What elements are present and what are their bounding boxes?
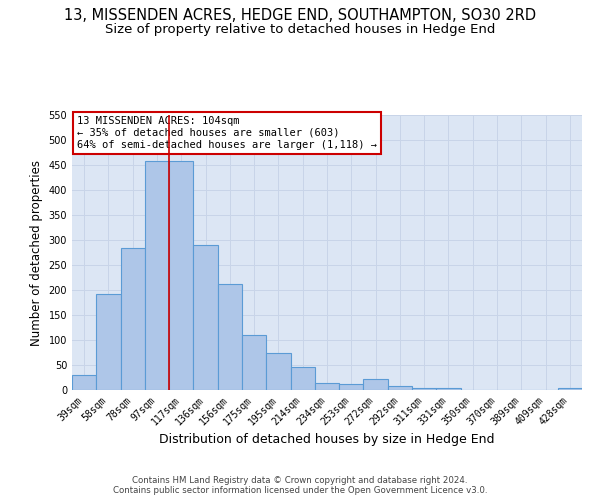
Bar xyxy=(72,375,96,390)
Text: Size of property relative to detached houses in Hedge End: Size of property relative to detached ho… xyxy=(105,22,495,36)
Text: Distribution of detached houses by size in Hedge End: Distribution of detached houses by size … xyxy=(159,432,495,446)
Bar xyxy=(388,386,412,390)
Bar xyxy=(558,388,582,390)
Bar xyxy=(412,388,436,390)
Text: Contains HM Land Registry data © Crown copyright and database right 2024.
Contai: Contains HM Land Registry data © Crown c… xyxy=(113,476,487,495)
Bar xyxy=(145,161,169,390)
Y-axis label: Number of detached properties: Number of detached properties xyxy=(30,160,43,346)
Bar xyxy=(266,352,290,390)
Bar xyxy=(339,384,364,390)
Bar xyxy=(121,248,145,390)
Bar xyxy=(218,284,242,390)
Text: 13 MISSENDEN ACRES: 104sqm
← 35% of detached houses are smaller (603)
64% of sem: 13 MISSENDEN ACRES: 104sqm ← 35% of deta… xyxy=(77,116,377,150)
Bar xyxy=(364,379,388,390)
Bar xyxy=(193,245,218,390)
Bar xyxy=(169,161,193,390)
Text: 13, MISSENDEN ACRES, HEDGE END, SOUTHAMPTON, SO30 2RD: 13, MISSENDEN ACRES, HEDGE END, SOUTHAMP… xyxy=(64,8,536,22)
Bar xyxy=(290,367,315,390)
Bar xyxy=(96,294,121,390)
Bar xyxy=(315,383,339,390)
Bar xyxy=(242,335,266,390)
Bar xyxy=(436,388,461,390)
